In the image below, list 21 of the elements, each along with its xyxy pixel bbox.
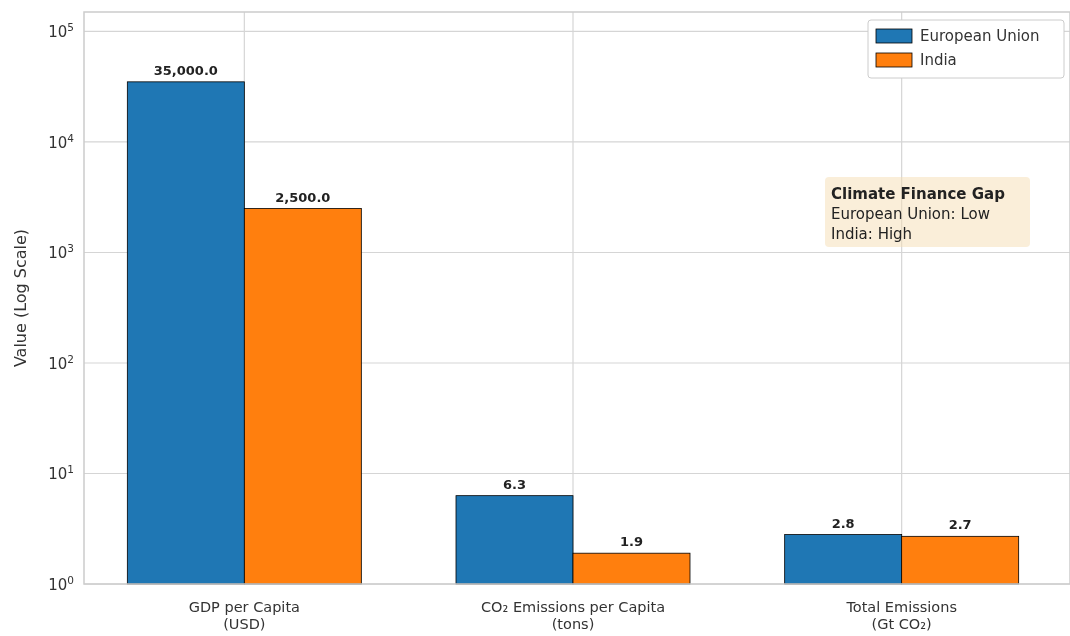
x-tick-label: Total Emissions (Gt CO₂) <box>845 599 957 632</box>
y-axis-title: Value (Log Scale) <box>11 228 30 368</box>
x-tick-label: GDP per Capita (USD) <box>188 599 300 632</box>
y-tick-label: 10$^{4}$ <box>48 131 75 152</box>
y-tick-label: 10$^{3}$ <box>48 242 74 263</box>
x-tick-label: CO₂ Emissions per Capita (tons) <box>480 599 666 632</box>
y-tick-label: 10$^{5}$ <box>48 21 74 42</box>
annotation: Climate Finance Gap <box>831 185 1006 203</box>
data-label: 35,000.0 <box>153 62 218 78</box>
data-label: 2,500.0 <box>275 189 331 205</box>
legend-label: European Union <box>920 27 1040 45</box>
data-label: 2.8 <box>831 515 855 531</box>
data-label: 2.7 <box>948 517 972 533</box>
annotation: European Union: Low <box>831 205 990 223</box>
y-tick-label: 10$^{1}$ <box>48 463 74 484</box>
annotation: India: High <box>831 225 913 243</box>
data-label: 1.9 <box>619 534 644 550</box>
legend-label: India <box>920 51 957 69</box>
data-label: 6.3 <box>502 476 527 492</box>
y-tick-label: 10$^{2}$ <box>48 352 74 373</box>
y-tick-label: 10$^{0}$ <box>48 574 74 594</box>
